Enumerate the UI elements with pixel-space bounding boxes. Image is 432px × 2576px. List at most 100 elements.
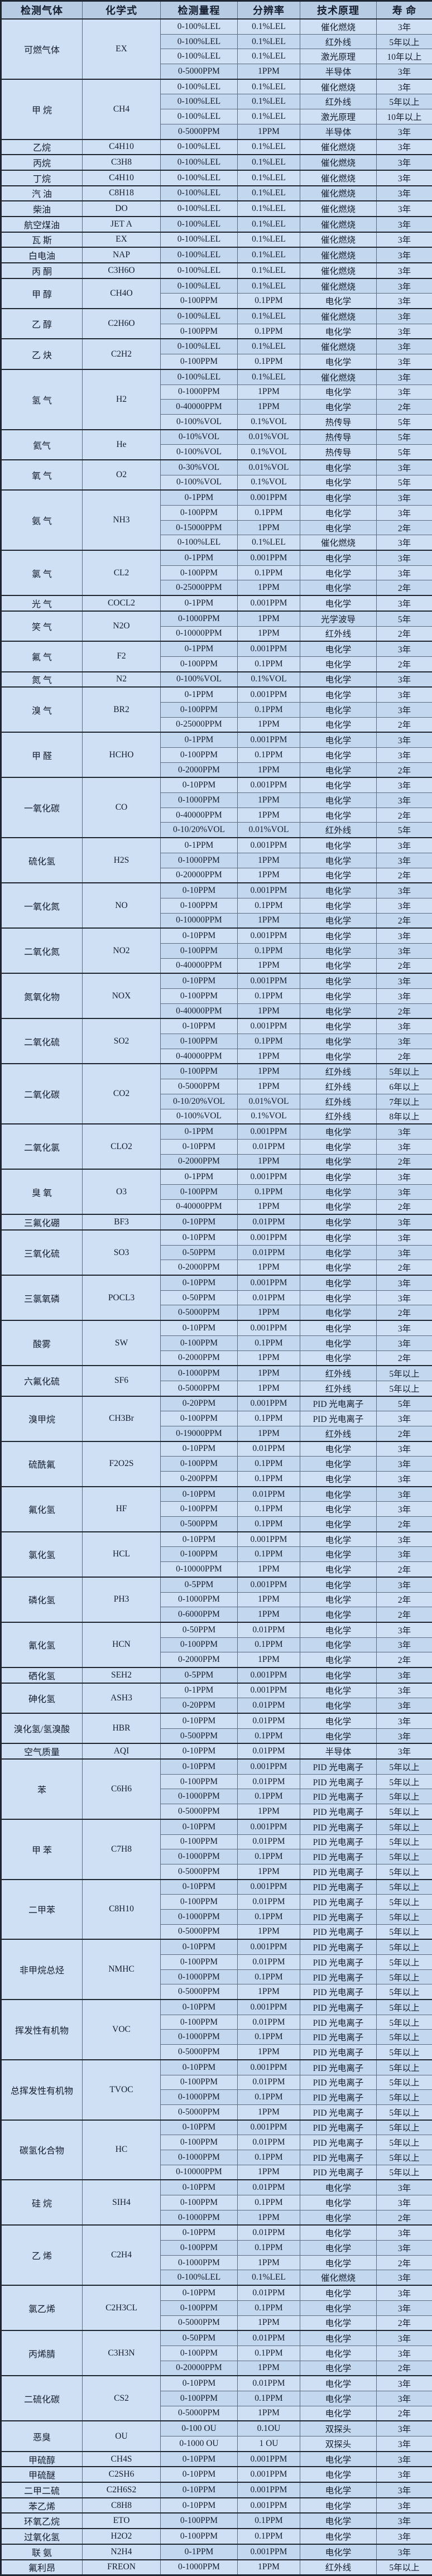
principle-cell: 电化学 <box>300 838 377 853</box>
range-cell: 0-100PPM <box>161 1335 238 1351</box>
range-cell: 0-10PPM <box>161 1759 238 1774</box>
lifespan-cell: 5年以上 <box>377 2560 432 2575</box>
resolution-cell: 0.1%VOL <box>238 445 300 460</box>
principle-cell: PID 光电离子 <box>300 1804 377 1819</box>
range-cell: 0-2000PPM <box>161 1351 238 1366</box>
principle-cell: 热传导 <box>300 414 377 429</box>
resolution-cell: 1PPM <box>238 626 300 641</box>
principle-cell: 电化学 <box>300 1637 377 1652</box>
resolution-cell: 0.1%LEL <box>238 155 300 170</box>
resolution-cell: 0.001PPM <box>238 2060 300 2075</box>
lifespan-cell: 5年以上 <box>377 1895 432 1910</box>
resolution-cell: 0.1PPM <box>238 2346 300 2361</box>
resolution-cell: 0.01PPM <box>238 1834 300 1849</box>
gas-name-cell: 氦气 <box>1 430 83 460</box>
resolution-cell: 1PPM <box>238 1607 300 1622</box>
gas-name-cell: 甲 醇 <box>1 278 83 309</box>
gas-name-cell: 瓦 斯 <box>1 232 83 248</box>
resolution-cell: 1 OU <box>238 2436 300 2452</box>
range-cell: 0-10PPM <box>161 2120 238 2135</box>
range-cell: 0-19000PPM <box>161 1426 238 1441</box>
gas-name-cell: 氮氧化物 <box>1 973 83 1018</box>
resolution-cell: 0.1%LEL <box>238 535 300 550</box>
lifespan-cell: 3年 <box>377 2195 432 2210</box>
lifespan-cell: 5年以上 <box>377 34 432 49</box>
resolution-cell: 0.1PPM <box>238 1789 300 1804</box>
gas-name-cell: 恶臭 <box>1 2421 83 2451</box>
range-cell: 0-500PPM <box>161 1728 238 1743</box>
resolution-cell: 0.1PPM <box>238 1034 300 1049</box>
lifespan-cell: 3年 <box>377 2241 432 2256</box>
range-cell: 0-100%LEL <box>161 34 238 49</box>
range-cell: 0-30%VOL <box>161 460 238 475</box>
resolution-cell: 0.1OU <box>238 2421 300 2436</box>
gas-name-cell: 氯化氢 <box>1 1532 83 1577</box>
range-cell: 0-5PPM <box>161 1577 238 1592</box>
gas-name-cell: 溴甲烷 <box>1 1396 83 1441</box>
lifespan-cell: 3年 <box>377 732 432 747</box>
resolution-cell: 0.1%LEL <box>238 278 300 294</box>
principle-cell: 电化学 <box>300 641 377 656</box>
lifespan-cell: 2年 <box>377 520 432 535</box>
range-cell: 0-1000PPM <box>161 611 238 626</box>
principle-cell: 电化学 <box>300 748 377 763</box>
lifespan-cell: 2年 <box>377 2255 432 2270</box>
gas-name-cell: 三氟化硼 <box>1 1214 83 1230</box>
principle-cell: 电化学 <box>300 2482 377 2498</box>
gas-name-cell: 笑 气 <box>1 611 83 641</box>
column-header-5: 寿 命 <box>377 1 432 20</box>
resolution-cell: 0.1PPM <box>238 2529 300 2544</box>
resolution-cell: 0.01%VOL <box>238 430 300 445</box>
lifespan-cell: 10年以上 <box>377 109 432 124</box>
resolution-cell: 0.1%VOL <box>238 672 300 688</box>
lifespan-cell: 2年 <box>377 913 432 928</box>
principle-cell: 热传导 <box>300 430 377 445</box>
range-cell: 0-100%VOL <box>161 414 238 429</box>
chemical-formula-cell: VOC <box>83 2000 161 2060</box>
principle-cell: 电化学 <box>300 324 377 339</box>
resolution-cell: 0.001PPM <box>238 1683 300 1698</box>
resolution-cell: 1PPM <box>238 1562 300 1577</box>
principle-cell: 电化学 <box>300 2498 377 2513</box>
principle-cell: 红外线 <box>300 94 377 109</box>
resolution-cell: 0.001PPM <box>238 777 300 792</box>
resolution-cell: 0.1%LEL <box>238 109 300 124</box>
range-cell: 0-6000PPM <box>161 1607 238 1622</box>
resolution-cell: 0.001PPM <box>238 1819 300 1834</box>
gas-name-cell: 丁烷 <box>1 170 83 186</box>
range-cell: 0-100%LEL <box>161 263 238 278</box>
principle-cell: 红外线 <box>300 2560 377 2575</box>
lifespan-cell: 3年 <box>377 1487 432 1502</box>
lifespan-cell: 2年 <box>377 656 432 671</box>
resolution-cell: 0.1%VOL <box>238 1109 300 1124</box>
lifespan-cell: 3年 <box>377 232 432 248</box>
range-cell: 0-40000PPM <box>161 958 238 973</box>
lifespan-cell: 5年以上 <box>377 1366 432 1381</box>
resolution-cell: 0.01PPM <box>238 2180 300 2195</box>
principle-cell: 电化学 <box>300 1320 377 1335</box>
range-cell: 0-10PPM <box>161 1320 238 1335</box>
resolution-cell: 0.001PPM <box>238 1169 300 1184</box>
range-cell: 0-1PPM <box>161 687 238 702</box>
principle-cell: 电化学 <box>300 2225 377 2240</box>
resolution-cell: 1PPM <box>238 580 300 595</box>
lifespan-cell: 3年 <box>377 1472 432 1487</box>
resolution-cell: 0.1PPM <box>238 989 300 1004</box>
range-cell: 0-100%LEL <box>161 109 238 124</box>
principle-cell: 电化学 <box>300 1487 377 1502</box>
resolution-cell: 1PPM <box>238 2406 300 2421</box>
gas-name-cell: 甲 醛 <box>1 732 83 777</box>
resolution-cell: 0.1%LEL <box>238 49 300 64</box>
lifespan-cell: 3年 <box>377 672 432 688</box>
range-cell: 0-100%LEL <box>161 339 238 354</box>
gas-name-cell: 二甲二硫 <box>1 2482 83 2498</box>
resolution-cell: 0.1PPM <box>238 2391 300 2406</box>
principle-cell: 电化学 <box>300 958 377 973</box>
resolution-cell: 1PPM <box>238 958 300 973</box>
chemical-formula-cell: JET A <box>83 217 161 232</box>
